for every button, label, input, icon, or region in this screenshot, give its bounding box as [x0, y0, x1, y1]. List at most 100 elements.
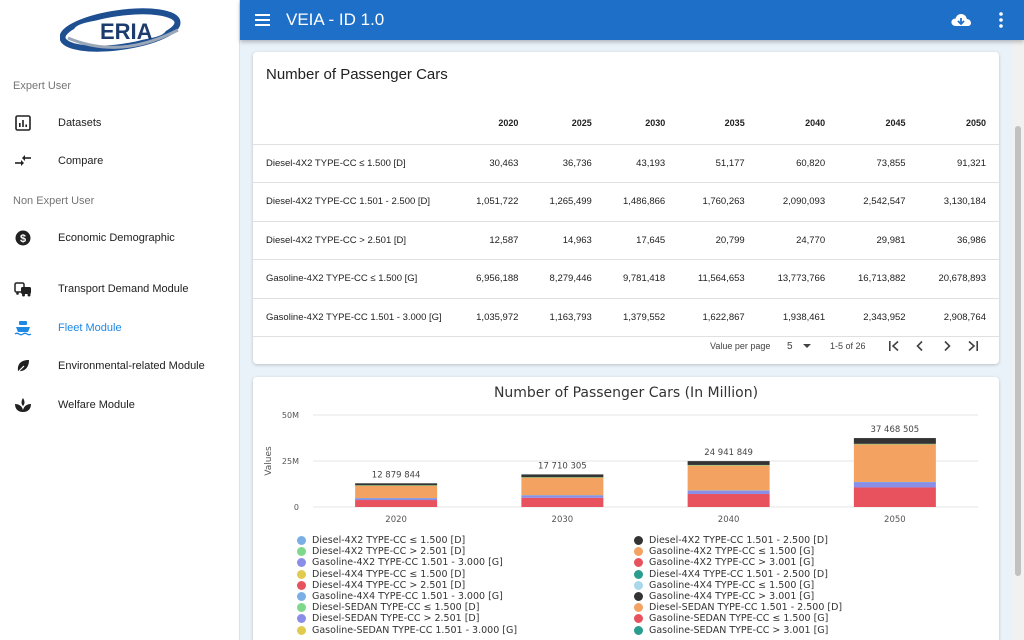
bar-segment[interactable]	[355, 483, 438, 486]
y-tick-label: 25M	[282, 457, 299, 466]
sidebar-item-welfare[interactable]: Welfare Module	[0, 387, 239, 423]
table-title: Number of Passenger Cars	[266, 66, 448, 83]
sidebar-item-fleet-module[interactable]: Fleet Module	[0, 310, 239, 346]
legend-item[interactable]: Diesel-4X4 TYPE-CC > 2.501 [D]	[297, 580, 465, 591]
legend-item[interactable]: Gasoline-4X2 TYPE-CC ≤ 1.500 [G]	[634, 546, 814, 557]
bar-total-label: 17 710 305	[538, 461, 587, 471]
table-row[interactable]: Diesel-4X2 TYPE-CC > 2.501 [D] 12,587 14,9…	[253, 221, 999, 260]
value-cell: 51,177	[678, 144, 758, 183]
value-cell: 2,908,764	[918, 298, 999, 337]
bar-segment[interactable]	[355, 498, 438, 499]
column-header[interactable]: 2050	[918, 102, 999, 145]
bar-segment[interactable]	[853, 443, 936, 445]
column-header[interactable]: 2030	[604, 102, 679, 145]
sidebar-item-datasets[interactable]: Datasets	[0, 105, 239, 141]
legend-item[interactable]: Diesel-SEDAN TYPE-CC ≤ 1.500 [D]	[297, 602, 479, 613]
bar-segment[interactable]	[521, 495, 604, 498]
value-cell: 16,713,882	[838, 259, 919, 299]
sidebar-item-compare[interactable]: Compare	[0, 143, 239, 179]
row-label-cell: Diesel-4X2 TYPE-CC 1.501 - 2.500 [D]	[253, 182, 458, 222]
bar-segment[interactable]	[521, 474, 604, 478]
legend-item[interactable]: Gasoline-4X2 TYPE-CC > 3.001 [G]	[634, 557, 814, 568]
previous-page-button[interactable]	[912, 338, 928, 354]
legend-swatch	[634, 580, 643, 590]
legend-label: Diesel-4X2 TYPE-CC 1.501 - 2.500 [D]	[649, 535, 828, 546]
table-row[interactable]: Gasoline-4X2 TYPE-CC ≤ 1.500 [G] 6,956,18…	[253, 259, 999, 299]
column-header[interactable]: 2025	[531, 102, 605, 145]
bar-segment[interactable]	[687, 464, 770, 491]
legend-item[interactable]: Diesel-4X4 TYPE-CC 1.501 - 2.500 [D]	[634, 569, 828, 580]
column-header[interactable]: 2045	[838, 102, 919, 145]
table-row[interactable]: Diesel-4X2 TYPE-CC ≤ 1.500 [D] 30,463 36,7…	[253, 144, 999, 183]
top-app-bar: VEIA - ID 1.0	[240, 0, 1024, 40]
bar-segment[interactable]	[355, 485, 438, 486]
bar-segment[interactable]	[355, 500, 438, 507]
value-cell: 73,855	[838, 144, 919, 183]
bar-segment[interactable]	[355, 498, 438, 501]
bar-segment[interactable]	[521, 477, 604, 496]
bar-segment[interactable]	[355, 485, 438, 499]
legend-swatch	[297, 536, 306, 545]
bar-segment[interactable]	[853, 482, 936, 488]
section-label-non-expert: Non Expert User	[13, 195, 95, 207]
legend-item[interactable]: Diesel-4X2 TYPE-CC 1.501 - 2.500 [D]	[634, 535, 828, 546]
first-page-button[interactable]	[886, 338, 902, 354]
bar-segment[interactable]	[853, 443, 936, 482]
bar-segment[interactable]	[687, 490, 770, 495]
next-page-button[interactable]	[939, 338, 955, 354]
last-page-button[interactable]	[965, 338, 981, 354]
hamburger-icon	[255, 14, 270, 26]
legend-item[interactable]: Diesel-4X2 TYPE-CC > 2.501 [D]	[297, 546, 465, 557]
legend-item[interactable]: Gasoline-4X4 TYPE-CC ≤ 1.500 [G]	[634, 580, 814, 591]
legend-label: Diesel-4X4 TYPE-CC ≤ 1.500 [D]	[312, 568, 466, 580]
vertical-scrollbar[interactable]	[1012, 40, 1024, 640]
value-cell: 11,564,653	[678, 259, 758, 299]
bar-segment[interactable]	[687, 490, 770, 491]
legend-item[interactable]: Diesel-SEDAN TYPE-CC > 2.501 [D]	[297, 613, 479, 624]
scrollbar-thumb[interactable]	[1015, 126, 1021, 576]
y-tick-label: 0	[294, 503, 299, 512]
sidebar-item-label: Datasets	[58, 117, 102, 129]
legend-item[interactable]: Gasoline-SEDAN TYPE-CC > 3.001 [G]	[634, 625, 828, 636]
download-button[interactable]	[950, 9, 972, 31]
legend-item[interactable]: Gasoline-SEDAN TYPE-CC ≤ 1.500 [G]	[634, 613, 828, 624]
eria-logo[interactable]: ERIA	[59, 8, 184, 56]
bar-segment[interactable]	[521, 497, 604, 507]
value-cell: 14,963	[531, 221, 605, 260]
bar-segment[interactable]	[853, 487, 936, 507]
rows-per-page-select[interactable]: 5	[787, 339, 817, 353]
table-row[interactable]: Gasoline-4X2 TYPE-CC 1.501 - 3.000 [G] 1,…	[253, 298, 999, 337]
value-cell: 12,587	[458, 221, 532, 260]
bar-segment[interactable]	[687, 494, 770, 507]
sidebar-item-label: Welfare Module	[58, 399, 135, 411]
sidebar-item-economic-demographic[interactable]: $ Economic Demographic	[0, 220, 239, 256]
legend-item[interactable]: Diesel-4X2 TYPE-CC ≤ 1.500 [D]	[297, 535, 465, 546]
legend-swatch	[634, 569, 643, 579]
legend-item[interactable]: Gasoline-SEDAN TYPE-CC 1.501 - 3.000 [G]	[297, 625, 517, 636]
bar-segment[interactable]	[853, 438, 936, 444]
column-header[interactable]: 2040	[757, 102, 839, 145]
legend-item[interactable]: Diesel-4X4 TYPE-CC ≤ 1.500 [D]	[297, 569, 465, 580]
sidebar-item-environmental[interactable]: Environmental-related Module	[0, 348, 239, 384]
bar-segment[interactable]	[687, 461, 770, 465]
legend-item[interactable]: Gasoline-4X4 TYPE-CC > 3.001 [G]	[634, 591, 814, 602]
sidebar-item-transport-demand[interactable]: Transport Demand Module	[0, 271, 239, 307]
chart-title: Number of Passenger Cars (In Million)	[494, 385, 758, 401]
bar-segment[interactable]	[687, 464, 770, 466]
legend-label: Diesel-4X4 TYPE-CC > 2.501 [D]	[312, 579, 466, 591]
table-row[interactable]: Diesel-4X2 TYPE-CC 1.501 - 2.500 [D] 1,05…	[253, 182, 999, 222]
chart-bars	[355, 438, 936, 507]
legend-swatch	[297, 547, 306, 557]
bar-segment[interactable]	[521, 477, 604, 478]
legend-swatch	[634, 603, 643, 613]
more-options-button[interactable]	[994, 10, 1008, 30]
bar-segment[interactable]	[853, 481, 936, 483]
column-header[interactable]: 2020	[458, 102, 532, 145]
legend-item[interactable]: Diesel-SEDAN TYPE-CC 1.501 - 2.500 [D]	[634, 602, 842, 613]
legend-item[interactable]: Gasoline-4X4 TYPE-CC 1.501 - 3.000 [G]	[297, 591, 503, 602]
legend-item[interactable]: Gasoline-4X2 TYPE-CC 1.501 - 3.000 [G]	[297, 557, 503, 568]
menu-button[interactable]	[254, 10, 272, 30]
legend-swatch	[297, 558, 306, 568]
column-header[interactable]: 2035	[678, 102, 758, 145]
bar-segment[interactable]	[521, 495, 604, 496]
